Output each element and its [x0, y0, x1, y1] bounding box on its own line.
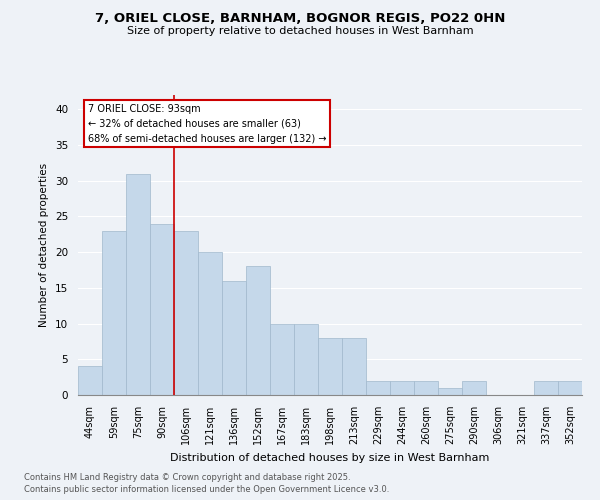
Y-axis label: Number of detached properties: Number of detached properties [40, 163, 49, 327]
Bar [270, 324, 294, 395]
Text: 7 ORIEL CLOSE: 93sqm
← 32% of detached houses are smaller (63)
68% of semi-detac: 7 ORIEL CLOSE: 93sqm ← 32% of detached h… [88, 104, 326, 144]
X-axis label: Distribution of detached houses by size in West Barnham: Distribution of detached houses by size … [170, 452, 490, 462]
Bar [174, 230, 198, 395]
Bar [390, 380, 414, 395]
Bar [534, 380, 558, 395]
Bar [102, 230, 126, 395]
Bar [438, 388, 462, 395]
Bar [126, 174, 150, 395]
Bar [246, 266, 270, 395]
Bar [294, 324, 318, 395]
Text: Size of property relative to detached houses in West Barnham: Size of property relative to detached ho… [127, 26, 473, 36]
Text: Contains public sector information licensed under the Open Government Licence v3: Contains public sector information licen… [24, 485, 389, 494]
Bar [462, 380, 486, 395]
Bar [366, 380, 390, 395]
Bar [78, 366, 102, 395]
Bar [558, 380, 582, 395]
Bar [318, 338, 342, 395]
Bar [222, 280, 246, 395]
Bar [198, 252, 222, 395]
Bar [414, 380, 438, 395]
Bar [150, 224, 174, 395]
Bar [342, 338, 366, 395]
Text: Contains HM Land Registry data © Crown copyright and database right 2025.: Contains HM Land Registry data © Crown c… [24, 472, 350, 482]
Text: 7, ORIEL CLOSE, BARNHAM, BOGNOR REGIS, PO22 0HN: 7, ORIEL CLOSE, BARNHAM, BOGNOR REGIS, P… [95, 12, 505, 26]
